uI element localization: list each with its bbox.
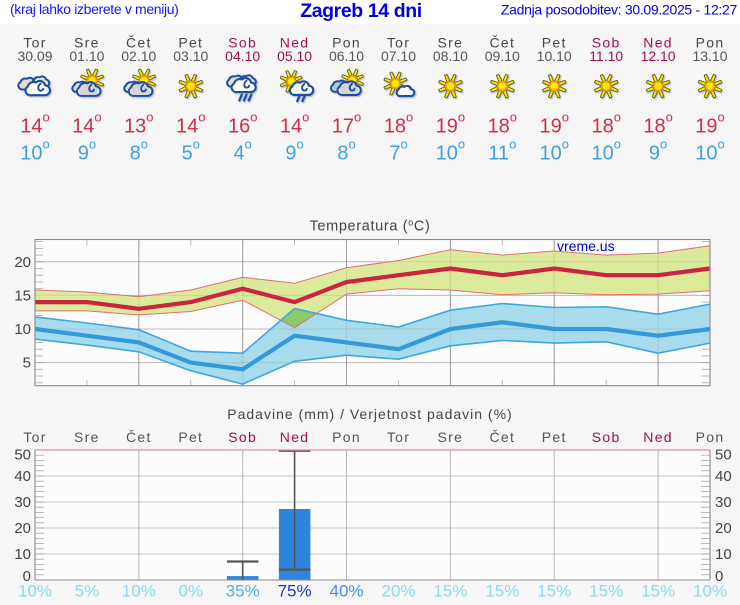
svg-text:30: 30 bbox=[14, 494, 31, 511]
svg-text:Tor: Tor bbox=[387, 35, 410, 51]
svg-text:15%: 15% bbox=[433, 582, 467, 601]
svg-text:50: 50 bbox=[14, 447, 31, 464]
svg-text:Ned: Ned bbox=[280, 35, 310, 51]
svg-text:Sob: Sob bbox=[228, 429, 257, 445]
svg-text:03.10: 03.10 bbox=[173, 48, 208, 64]
svg-text:Padavine (mm) / Verjetnost pad: Padavine (mm) / Verjetnost padavin (%) bbox=[227, 406, 512, 422]
svg-text:13.10: 13.10 bbox=[692, 48, 727, 64]
svg-text:40%: 40% bbox=[329, 582, 363, 601]
svg-text:Tor: Tor bbox=[387, 429, 410, 445]
svg-text:Pet: Pet bbox=[542, 429, 567, 445]
svg-text:Zadnja posodobitev: 30.09.2025: Zadnja posodobitev: 30.09.2025 - 12:27 bbox=[501, 2, 738, 18]
svg-text:20: 20 bbox=[715, 520, 732, 537]
svg-text:40: 40 bbox=[14, 468, 31, 485]
svg-text:15: 15 bbox=[14, 287, 31, 304]
svg-text:Pon: Pon bbox=[332, 35, 361, 51]
svg-text:40: 40 bbox=[715, 468, 732, 485]
svg-text:50: 50 bbox=[715, 447, 732, 464]
svg-text:Čet: Čet bbox=[126, 429, 152, 445]
svg-text:Pet: Pet bbox=[542, 35, 567, 51]
svg-text:Sre: Sre bbox=[438, 429, 464, 445]
svg-text:Sre: Sre bbox=[438, 35, 464, 51]
svg-text:07.10: 07.10 bbox=[381, 48, 416, 64]
svg-text:Sre: Sre bbox=[74, 35, 100, 51]
svg-text:35%: 35% bbox=[226, 582, 260, 601]
svg-text:15%: 15% bbox=[485, 582, 519, 601]
svg-text:20: 20 bbox=[14, 254, 31, 271]
svg-text:30: 30 bbox=[715, 494, 732, 511]
svg-text:Pon: Pon bbox=[696, 35, 725, 51]
svg-text:Tor: Tor bbox=[23, 35, 46, 51]
svg-text:01.10: 01.10 bbox=[69, 48, 104, 64]
svg-text:10: 10 bbox=[14, 546, 31, 563]
svg-text:10%: 10% bbox=[122, 582, 156, 601]
svg-text:15%: 15% bbox=[641, 582, 675, 601]
svg-text:02.10: 02.10 bbox=[121, 48, 156, 64]
svg-text:06.10: 06.10 bbox=[329, 48, 364, 64]
svg-text:10%: 10% bbox=[18, 582, 52, 601]
svg-text:0%: 0% bbox=[179, 582, 204, 601]
svg-text:Pon: Pon bbox=[332, 429, 361, 445]
svg-text:10%: 10% bbox=[693, 582, 727, 601]
svg-text:0: 0 bbox=[715, 568, 723, 585]
svg-text:10: 10 bbox=[715, 546, 732, 563]
svg-text:10.10: 10.10 bbox=[537, 48, 572, 64]
svg-text:15%: 15% bbox=[589, 582, 623, 601]
svg-text:11.10: 11.10 bbox=[589, 48, 623, 64]
svg-text:05.10: 05.10 bbox=[277, 48, 312, 64]
svg-text:Pon: Pon bbox=[696, 429, 725, 445]
svg-text:5%: 5% bbox=[75, 582, 100, 601]
svg-text:5: 5 bbox=[23, 355, 31, 372]
svg-text:09.10: 09.10 bbox=[485, 48, 520, 64]
svg-text:Tor: Tor bbox=[23, 429, 46, 445]
svg-text:30.09: 30.09 bbox=[17, 48, 52, 64]
svg-text:Ned: Ned bbox=[643, 429, 673, 445]
svg-text:Čet: Čet bbox=[126, 35, 152, 51]
svg-text:Zagreb 14 dni: Zagreb 14 dni bbox=[300, 0, 422, 22]
svg-text:20: 20 bbox=[14, 520, 31, 537]
svg-text:75%: 75% bbox=[278, 582, 312, 601]
svg-text:08.10: 08.10 bbox=[433, 48, 468, 64]
svg-text:04.10: 04.10 bbox=[225, 48, 260, 64]
svg-text:Ned: Ned bbox=[643, 35, 673, 51]
svg-text:0: 0 bbox=[23, 568, 31, 585]
svg-text:Sob: Sob bbox=[592, 35, 621, 51]
svg-text:Ned: Ned bbox=[280, 429, 310, 445]
svg-text:Pet: Pet bbox=[178, 35, 203, 51]
svg-text:Temperatura (oC): Temperatura (oC) bbox=[310, 218, 431, 235]
svg-text:vreme.us: vreme.us bbox=[557, 238, 615, 254]
svg-text:20%: 20% bbox=[381, 582, 415, 601]
svg-text:10: 10 bbox=[14, 321, 31, 338]
svg-text:Čet: Čet bbox=[489, 429, 515, 445]
svg-text:Čet: Čet bbox=[489, 35, 515, 51]
svg-text:12.10: 12.10 bbox=[641, 48, 676, 64]
svg-text:15%: 15% bbox=[537, 582, 571, 601]
svg-text:Pet: Pet bbox=[178, 429, 203, 445]
svg-text:Sob: Sob bbox=[592, 429, 621, 445]
svg-text:(kraj lahko izberete v meniju): (kraj lahko izberete v meniju) bbox=[10, 1, 178, 17]
svg-text:Sob: Sob bbox=[228, 35, 257, 51]
svg-text:Sre: Sre bbox=[74, 429, 100, 445]
